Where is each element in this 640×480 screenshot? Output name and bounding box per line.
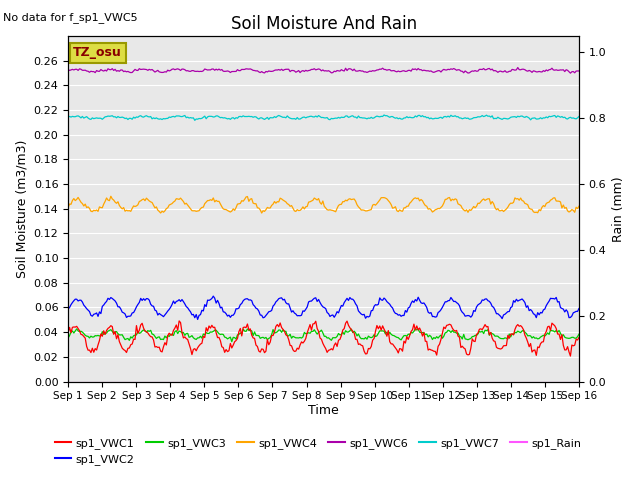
sp1_VWC6 xyxy=(242,66,250,72)
Line: sp1_VWC2: sp1_VWC2 xyxy=(68,296,579,319)
sp1_VWC3 xyxy=(127,334,134,340)
Text: TZ_osu: TZ_osu xyxy=(73,46,122,60)
sp1_VWC4 xyxy=(575,204,583,209)
sp1_VWC7 xyxy=(380,112,388,118)
X-axis label: Time: Time xyxy=(308,404,339,417)
sp1_VWC4 xyxy=(129,205,136,211)
Line: sp1_VWC3: sp1_VWC3 xyxy=(68,329,579,342)
Title: Soil Moisture And Rain: Soil Moisture And Rain xyxy=(230,15,417,33)
sp1_VWC1 xyxy=(175,318,183,324)
sp1_VWC2 xyxy=(194,316,202,322)
sp1_VWC2 xyxy=(237,302,244,308)
sp1_VWC3 xyxy=(235,332,243,337)
sp1_Rain xyxy=(234,379,241,384)
sp1_VWC6 xyxy=(288,68,296,73)
sp1_VWC1 xyxy=(64,330,72,336)
sp1_Rain xyxy=(216,379,224,384)
sp1_VWC3 xyxy=(289,334,297,339)
sp1_VWC3 xyxy=(550,328,557,334)
sp1_VWC4 xyxy=(244,193,252,199)
sp1_VWC3 xyxy=(64,335,72,341)
sp1_Rain xyxy=(64,379,72,384)
sp1_VWC6 xyxy=(566,70,574,76)
sp1_VWC3 xyxy=(244,326,252,332)
sp1_VWC1 xyxy=(289,347,297,353)
sp1_VWC1 xyxy=(548,320,556,326)
sp1_VWC4 xyxy=(550,195,557,201)
sp1_VWC2 xyxy=(209,293,217,299)
sp1_VWC6 xyxy=(575,68,583,74)
sp1_VWC7 xyxy=(127,116,134,121)
sp1_VWC4 xyxy=(218,204,226,210)
sp1_VWC3 xyxy=(216,332,224,337)
sp1_VWC1 xyxy=(575,335,583,340)
sp1_VWC3 xyxy=(412,326,419,332)
sp1_Rain xyxy=(547,379,554,384)
sp1_VWC1 xyxy=(566,353,574,359)
sp1_VWC7 xyxy=(191,118,198,123)
sp1_VWC1 xyxy=(235,329,243,335)
sp1_VWC6 xyxy=(64,67,72,72)
sp1_VWC4 xyxy=(291,208,298,214)
Line: sp1_VWC7: sp1_VWC7 xyxy=(68,115,579,120)
sp1_VWC6 xyxy=(234,67,241,72)
sp1_VWC7 xyxy=(575,114,583,120)
sp1_VWC7 xyxy=(218,115,226,120)
Y-axis label: Soil Moisture (m3/m3): Soil Moisture (m3/m3) xyxy=(15,140,28,278)
sp1_VWC7 xyxy=(289,116,297,121)
sp1_VWC4 xyxy=(258,210,266,216)
sp1_VWC2 xyxy=(291,310,298,316)
sp1_VWC1 xyxy=(244,321,252,327)
sp1_VWC4 xyxy=(235,201,243,207)
sp1_VWC6 xyxy=(514,65,522,71)
sp1_VWC2 xyxy=(245,297,253,303)
sp1_VWC7 xyxy=(64,114,72,120)
sp1_Rain xyxy=(288,379,296,384)
sp1_VWC7 xyxy=(235,114,243,120)
sp1_VWC2 xyxy=(575,306,583,312)
sp1_VWC2 xyxy=(220,309,227,315)
sp1_VWC4 xyxy=(64,204,72,210)
sp1_VWC2 xyxy=(550,296,557,301)
Line: sp1_VWC1: sp1_VWC1 xyxy=(68,321,579,356)
sp1_VWC2 xyxy=(127,313,134,319)
sp1_VWC1 xyxy=(218,344,226,349)
sp1_VWC3 xyxy=(575,331,583,337)
sp1_VWC7 xyxy=(244,114,252,120)
sp1_Rain xyxy=(575,379,583,384)
Legend: sp1_VWC1, sp1_VWC2, sp1_VWC3, sp1_VWC4, sp1_VWC6, sp1_VWC7, sp1_Rain: sp1_VWC1, sp1_VWC2, sp1_VWC3, sp1_VWC4, … xyxy=(51,433,586,469)
sp1_VWC4 xyxy=(107,193,115,199)
sp1_VWC1 xyxy=(127,342,134,348)
Line: sp1_VWC6: sp1_VWC6 xyxy=(68,68,579,73)
sp1_Rain xyxy=(242,379,250,384)
Y-axis label: Rain (mm): Rain (mm) xyxy=(612,176,625,241)
sp1_VWC6 xyxy=(216,67,224,73)
Text: No data for f_sp1_VWC5: No data for f_sp1_VWC5 xyxy=(3,12,138,23)
sp1_VWC7 xyxy=(550,113,557,119)
sp1_VWC2 xyxy=(64,306,72,312)
sp1_VWC3 xyxy=(228,339,236,345)
sp1_Rain xyxy=(127,379,134,384)
sp1_VWC6 xyxy=(127,70,134,75)
sp1_VWC6 xyxy=(548,65,556,71)
Line: sp1_VWC4: sp1_VWC4 xyxy=(68,196,579,213)
